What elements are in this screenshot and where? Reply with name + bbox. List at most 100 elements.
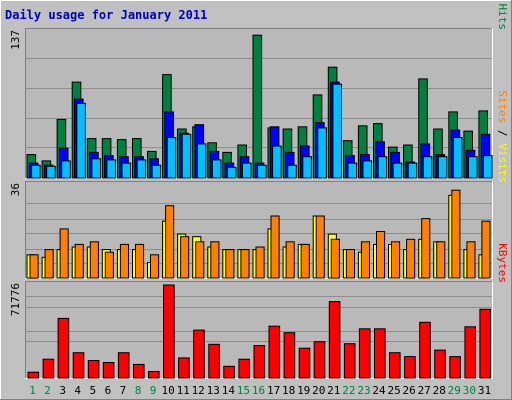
bar-pages bbox=[437, 156, 448, 179]
bar-kbytes bbox=[298, 347, 311, 379]
bar-sites bbox=[436, 241, 446, 279]
bar-pages bbox=[422, 156, 433, 179]
x-tick-label: 1 bbox=[29, 384, 36, 397]
bar-sites bbox=[135, 243, 145, 279]
x-tick-label: 19 bbox=[297, 384, 310, 397]
legend-item: KBytes bbox=[496, 243, 509, 283]
bar-kbytes bbox=[133, 363, 145, 379]
bar-pages bbox=[272, 145, 282, 179]
bar-pages bbox=[347, 162, 358, 179]
legend-item: / bbox=[496, 0, 509, 4]
bar-sites bbox=[180, 236, 190, 279]
bar-kbytes bbox=[404, 356, 416, 379]
bar-sites bbox=[74, 243, 84, 279]
x-tick-label: 2 bbox=[44, 384, 51, 397]
x-tick-label: 17 bbox=[267, 384, 280, 397]
x-tick-label: 16 bbox=[252, 384, 265, 397]
x-axis-labels: 1 2 3 4 5 6 7 8 9 10 11 12 13 14 15 16 17 18 19 20 21 22 23 24 2… bbox=[29, 384, 491, 397]
bar-pages bbox=[287, 164, 297, 179]
legend-item: Visits bbox=[496, 143, 509, 183]
bar-kbytes bbox=[87, 360, 100, 379]
bar-kbytes bbox=[374, 328, 386, 379]
bar-kbytes bbox=[434, 349, 446, 379]
y-max-label: 71776 bbox=[9, 283, 22, 316]
bar-kbytes bbox=[358, 328, 371, 379]
bar-pages bbox=[106, 159, 117, 179]
bar-kbytes bbox=[57, 317, 70, 379]
bar-sites bbox=[300, 243, 310, 279]
bar-pages bbox=[377, 156, 388, 179]
bar-pages bbox=[452, 137, 463, 179]
bar-hits bbox=[252, 34, 263, 179]
bar-pages bbox=[302, 156, 312, 179]
bar-sites bbox=[481, 220, 491, 279]
bar-pages bbox=[91, 158, 102, 179]
bar-kbytes bbox=[42, 358, 55, 379]
bar-sites bbox=[89, 241, 99, 279]
bar-sites bbox=[345, 249, 355, 279]
x-tick-label: 20 bbox=[312, 384, 325, 397]
bar-pages bbox=[166, 137, 177, 179]
bar-pages bbox=[76, 102, 86, 179]
x-tick-label: 4 bbox=[74, 384, 81, 397]
x-tick-label: 26 bbox=[402, 384, 415, 397]
bar-pages bbox=[181, 133, 192, 179]
panel-visits-sites: 36 Sites / Visits bbox=[9, 90, 509, 279]
x-tick-label: 3 bbox=[59, 384, 66, 397]
bar-pages bbox=[332, 83, 342, 179]
x-tick-label: 5 bbox=[89, 384, 96, 397]
bar-pages bbox=[121, 162, 132, 179]
bar-pages bbox=[196, 143, 207, 179]
bar-pages bbox=[151, 164, 162, 179]
bar-sites bbox=[466, 241, 476, 279]
bar-pages bbox=[317, 127, 327, 179]
bar-pages bbox=[242, 162, 252, 179]
bar-sites bbox=[195, 241, 205, 279]
bar-kbytes bbox=[464, 326, 476, 379]
bar-kbytes bbox=[208, 343, 220, 379]
legend-item: / bbox=[496, 123, 509, 143]
bar-kbytes bbox=[193, 329, 205, 379]
bar-kbytes bbox=[72, 352, 85, 379]
x-tick-label: 25 bbox=[387, 384, 400, 397]
bar-kbytes bbox=[283, 332, 296, 379]
x-tick-label: 7 bbox=[120, 384, 127, 397]
bar-kbytes bbox=[479, 308, 491, 379]
bar-kbytes bbox=[313, 341, 326, 379]
bar-pages bbox=[31, 164, 41, 179]
bar-pages bbox=[46, 165, 56, 179]
chart-panels: 137 Pages / Files / Hits 36 Sites / Visits 7… bbox=[9, 0, 509, 379]
x-tick-label: 22 bbox=[342, 384, 355, 397]
bar-kbytes bbox=[163, 284, 175, 379]
chart-title: Daily usage for January 2011 bbox=[5, 8, 207, 22]
bar-sites bbox=[451, 189, 461, 279]
bar-sites bbox=[285, 241, 295, 279]
bar-sites bbox=[330, 238, 340, 279]
bar-pages bbox=[61, 160, 71, 179]
bar-sites bbox=[165, 205, 175, 279]
bar-kbytes bbox=[253, 345, 266, 379]
bar-kbytes bbox=[223, 365, 235, 379]
bar-sites bbox=[240, 249, 250, 279]
x-tick-label: 9 bbox=[150, 384, 157, 397]
bar-sites bbox=[150, 254, 160, 279]
bar-kbytes bbox=[449, 356, 461, 379]
x-tick-label: 29 bbox=[448, 384, 461, 397]
bar-kbytes bbox=[328, 301, 341, 379]
bar-kbytes bbox=[102, 362, 115, 379]
x-tick-label: 30 bbox=[463, 384, 476, 397]
bar-kbytes bbox=[419, 321, 431, 379]
bar-pages bbox=[226, 166, 237, 179]
bar-sites bbox=[210, 241, 220, 279]
bar-sites bbox=[315, 215, 325, 279]
x-tick-label: 12 bbox=[192, 384, 205, 397]
x-tick-label: 28 bbox=[433, 384, 446, 397]
bar-sites bbox=[406, 238, 416, 279]
bar-kbytes bbox=[389, 352, 401, 379]
bar-pages bbox=[362, 160, 373, 179]
bar-sites bbox=[225, 249, 235, 279]
bar-sites bbox=[29, 254, 39, 279]
bar-sites bbox=[421, 218, 431, 279]
x-tick-label: 13 bbox=[207, 384, 220, 397]
